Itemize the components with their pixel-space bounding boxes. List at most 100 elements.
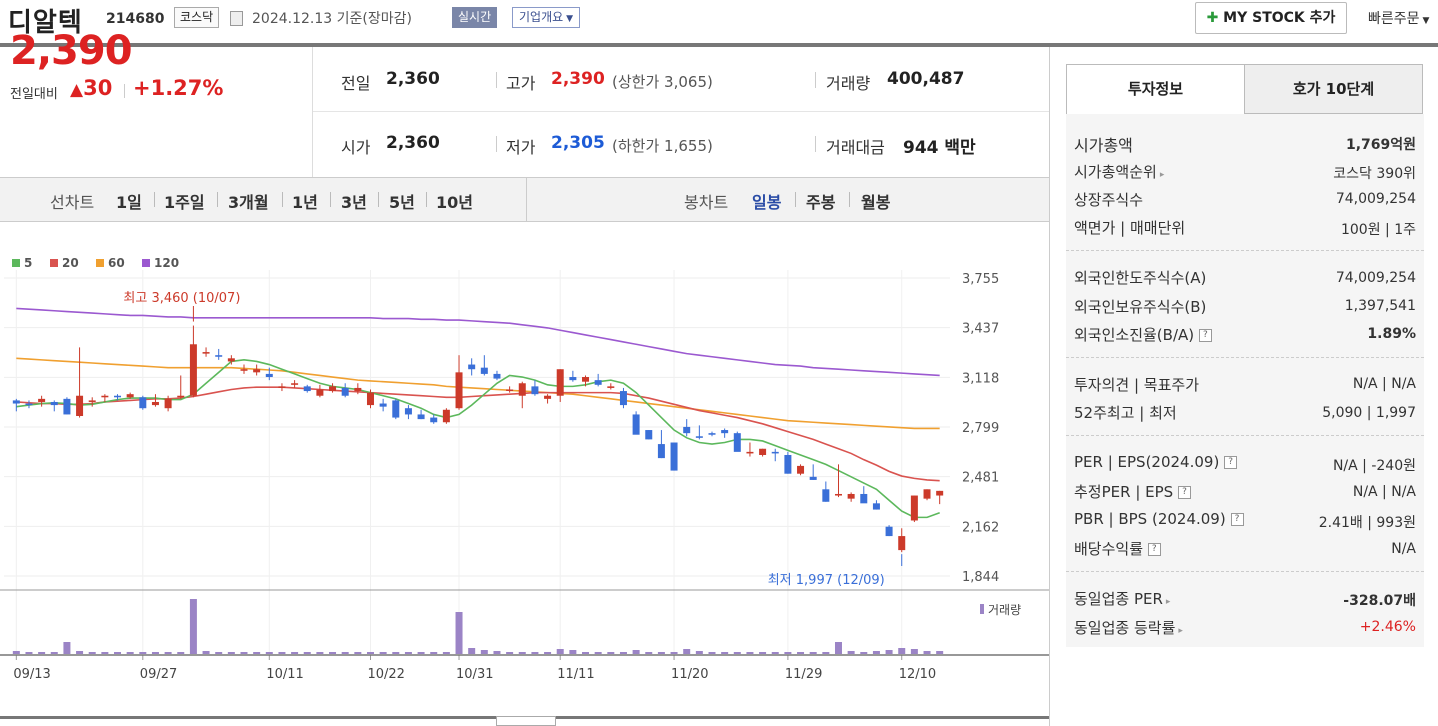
period-5y[interactable]: 5년 <box>389 193 415 212</box>
price-chart[interactable]: 3,755 3,437 3,118 2,799 2,481 2,162 1,844 09/13… <box>0 240 1049 716</box>
period-1y[interactable]: 1년 <box>292 193 318 212</box>
price-change-pct: +1.27% <box>133 76 224 100</box>
candle-chart-label: 봉차트 <box>684 193 729 212</box>
candle-weekly[interactable]: 주봉 <box>806 193 836 212</box>
candle-body <box>417 414 425 420</box>
x-tick-label: 09/27 <box>140 667 177 682</box>
help-icon[interactable]: ? <box>1230 513 1244 526</box>
market-cap-rank-link[interactable]: 시가총액순위 ▸ <box>1074 161 1164 182</box>
volume-bar <box>607 652 615 654</box>
dividend-label-text: 배당수익률 <box>1074 540 1144 558</box>
x-tick-label: 11/20 <box>671 667 708 682</box>
industry-per-label: 동일업종 PER <box>1074 590 1163 608</box>
upper-limit-label: (상한가 <box>612 73 660 91</box>
y-tick-label: 3,118 <box>962 371 999 386</box>
realtime-button[interactable]: 실시간 <box>452 7 498 28</box>
legend-label: 5 <box>24 256 32 270</box>
x-tick-label: 11/29 <box>785 667 822 682</box>
opinion-label: 투자의견 | 목표주가 <box>1074 376 1199 394</box>
volume-bar <box>809 652 817 654</box>
est-per-eps-value: N/A | N/A <box>1352 484 1416 500</box>
volume-bar <box>88 652 96 654</box>
candle-body <box>227 358 235 362</box>
candle-daily[interactable]: 일봉 <box>752 193 782 212</box>
volume-value: 400,487 <box>887 69 965 89</box>
add-mystock-button[interactable]: ✚ MY STOCK 추가 <box>1195 2 1347 34</box>
dividend-value: N/A <box>1391 541 1416 557</box>
volume-bar <box>114 652 122 654</box>
volume-bar <box>556 649 564 654</box>
candle-body <box>834 493 842 496</box>
divider <box>815 136 816 152</box>
plus-icon: ✚ <box>1206 10 1224 26</box>
volume-bar <box>50 652 58 654</box>
candle-body <box>240 369 248 371</box>
candle-body <box>506 389 514 391</box>
volume-bar <box>923 651 931 654</box>
volume-bar <box>215 652 223 654</box>
period-3m[interactable]: 3개월 <box>228 193 269 212</box>
candle-body <box>582 377 590 382</box>
volume-bar <box>76 651 84 654</box>
volume-bar <box>177 652 185 654</box>
candle-body <box>809 476 817 480</box>
collapse-handle[interactable] <box>496 716 556 726</box>
y-tick-label: 3,755 <box>962 272 999 287</box>
est-per-eps-label-text: 추정PER | EPS <box>1074 483 1174 501</box>
period-1w[interactable]: 1주일 <box>164 193 205 212</box>
help-icon[interactable]: ? <box>1198 329 1212 342</box>
candle-body <box>468 364 476 370</box>
quick-order-link[interactable]: 빠른주문 ▼ <box>1368 8 1429 28</box>
candle-body <box>202 352 210 354</box>
pbr-bps-label-text: PBR | BPS (2024.09) <box>1074 510 1226 528</box>
row-divider <box>313 111 1049 112</box>
help-icon[interactable]: ? <box>1147 543 1161 556</box>
per-eps-value: N/A | -240원 <box>1332 458 1416 474</box>
period-1d[interactable]: 1일 <box>116 193 142 212</box>
candle-body <box>366 392 374 406</box>
candle-body <box>670 442 678 471</box>
candle-body <box>151 401 159 406</box>
volume-bar <box>518 652 526 654</box>
volume-bar <box>101 652 109 654</box>
foreign-limit-value: 74,009,254 <box>1335 270 1416 286</box>
volume-bar <box>569 650 577 654</box>
volume-bar <box>834 642 842 654</box>
industry-per-link[interactable]: 동일업종 PER ▸ <box>1074 588 1170 609</box>
divider <box>1066 435 1424 436</box>
candle-body <box>619 391 627 406</box>
volume-bar <box>885 650 893 654</box>
candle-body <box>556 369 564 396</box>
tab-investment-info[interactable]: 투자정보 <box>1066 64 1245 114</box>
upper-limit: (상한가 3,065) <box>612 71 713 92</box>
price-change: ▲30 <box>70 76 112 100</box>
ma-line-60 <box>16 357 940 430</box>
company-overview-button[interactable]: 기업개요 ▼ <box>512 7 581 28</box>
industry-change-link[interactable]: 동일업종 등락률 ▸ <box>1074 617 1183 638</box>
industry-change-value: +2.46% <box>1359 619 1416 635</box>
face-value-value: 100원 | 1주 <box>1340 222 1416 238</box>
divider <box>496 72 497 88</box>
candle-body <box>114 395 122 398</box>
divider <box>496 136 497 152</box>
volume-bar <box>240 652 248 654</box>
candle-body <box>544 395 552 399</box>
high-value: 2,390 <box>551 69 605 89</box>
candle-monthly[interactable]: 월봉 <box>861 193 891 212</box>
tab-order-book[interactable]: 호가 10단계 <box>1244 64 1423 114</box>
period-3y[interactable]: 3년 <box>341 193 367 212</box>
legend-swatch <box>96 259 104 267</box>
listed-shares-value: 74,009,254 <box>1335 191 1416 207</box>
volume-legend-label: 거래량 <box>988 603 1021 617</box>
candle-body <box>759 448 767 455</box>
volume-bar <box>151 652 159 654</box>
help-icon[interactable]: ? <box>1177 486 1191 499</box>
y-tick-label: 2,799 <box>962 421 999 436</box>
candle-body <box>76 395 84 417</box>
help-icon[interactable]: ? <box>1224 456 1238 469</box>
period-10y[interactable]: 10년 <box>436 193 473 212</box>
candle-body <box>430 417 438 423</box>
calendar-icon <box>230 11 243 26</box>
volume-bar <box>506 652 514 654</box>
volume-bar <box>164 652 172 654</box>
